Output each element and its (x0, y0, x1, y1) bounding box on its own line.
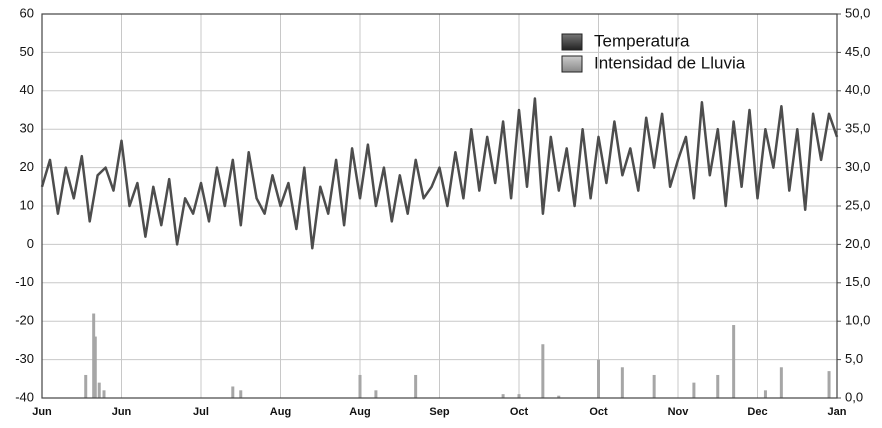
rain-bar (414, 374, 418, 398)
x-tick-label: Oct (589, 406, 608, 418)
y-tick-label: 50 (20, 44, 34, 59)
y-tick-label: -10 (15, 274, 34, 289)
rain-bar (557, 395, 561, 398)
y2-tick-label: 50,0 (845, 5, 870, 20)
legend-swatch (561, 33, 583, 51)
rain-bar (763, 390, 767, 398)
temperature-line (40, 97, 839, 250)
y2-tick-label: 0,0 (845, 389, 863, 404)
rain-bar (92, 313, 96, 398)
y-tick-label: 0 (27, 236, 34, 251)
y-tick-label: 60 (20, 5, 34, 20)
y2-tick-label: 20,0 (845, 236, 870, 251)
y2-tick-label: 10,0 (845, 313, 870, 328)
rain-bar (93, 336, 97, 398)
plot-frame (41, 13, 838, 399)
y2-tick-label: 15,0 (845, 274, 870, 289)
rain-bar (97, 382, 101, 398)
y-tick-label: -20 (15, 313, 34, 328)
y2-tick-label: 45,0 (845, 44, 870, 59)
rain-bar (231, 386, 235, 398)
y2-tick-label: 25,0 (845, 197, 870, 212)
rain-bar (732, 325, 736, 398)
x-tick-label: Nov (668, 406, 690, 418)
y-tick-label: 10 (20, 197, 34, 212)
rain-bar (102, 390, 106, 398)
rain-bar (827, 371, 831, 398)
rain-bar (374, 390, 378, 398)
rain-bar (597, 359, 600, 398)
y-tick-label: 40 (20, 82, 34, 97)
rain-bar (652, 374, 656, 398)
rain-bar (620, 367, 624, 398)
y-tick-label: 30 (20, 121, 34, 136)
y2-tick-label: 5,0 (845, 351, 863, 366)
rain-bar (501, 394, 505, 398)
x-tick-label: Aug (270, 406, 291, 418)
x-tick-label: Jun (32, 406, 52, 418)
rain-bar (779, 367, 783, 398)
x-tick-label: Oct (510, 406, 529, 418)
y2-tick-label: 40,0 (845, 82, 870, 97)
y-tick-label: 20 (20, 159, 34, 174)
rain-bar (692, 382, 696, 398)
rain-bar (358, 374, 362, 398)
y2-tick-label: 35,0 (845, 121, 870, 136)
rain-bar (84, 374, 88, 398)
legend-swatch (561, 55, 583, 73)
y-tick-label: -30 (15, 351, 34, 366)
rain-bar (716, 374, 720, 398)
x-tick-label: Dec (747, 406, 767, 418)
x-tick-label: Jul (193, 406, 209, 418)
x-tick-label: Aug (349, 406, 370, 418)
x-tick-label: Sep (429, 406, 449, 418)
x-tick-label: Jun (112, 406, 132, 418)
legend-label: Intensidad de Lluvia (594, 53, 746, 72)
y-tick-label: -40 (15, 389, 34, 404)
x-tick-label: Jan (828, 406, 847, 418)
rain-bar (517, 394, 521, 398)
y2-tick-label: 30,0 (845, 159, 870, 174)
legend-label: Temperatura (594, 31, 690, 50)
rain-bar (239, 390, 243, 398)
rain-bar (541, 344, 545, 398)
